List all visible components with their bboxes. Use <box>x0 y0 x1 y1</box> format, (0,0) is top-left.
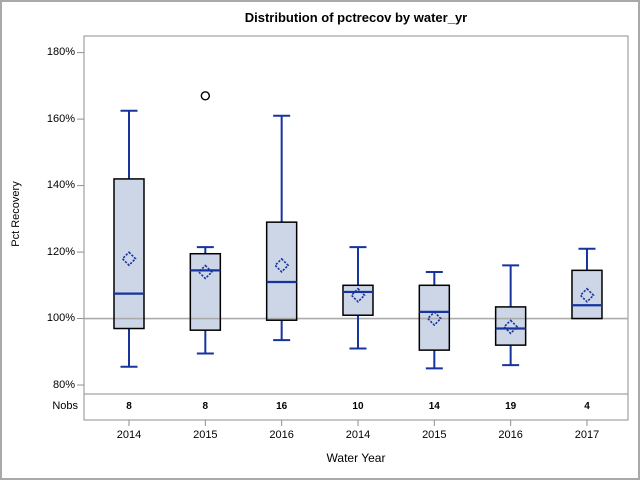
y-tick-label: 100% <box>46 312 75 325</box>
y-tick-label: 140% <box>46 179 75 192</box>
box-fill <box>419 285 450 351</box>
box-fill <box>342 285 373 316</box>
mean-diamond <box>274 257 290 273</box>
y-tick-label: 120% <box>46 245 75 258</box>
box-outline <box>342 284 374 316</box>
nobs-value: 19 <box>505 401 517 412</box>
box-fill <box>114 178 144 329</box>
nobs-value: 16 <box>276 401 288 412</box>
y-tick-label: 180% <box>46 46 75 59</box>
x-axis-title: Water Year <box>326 451 386 465</box>
nobs-value: 8 <box>126 401 132 412</box>
x-category-label: 2014 <box>345 429 371 441</box>
nobs-row-label: Nobs <box>52 400 78 412</box>
box-fill <box>495 306 526 346</box>
y-tick-label: 80% <box>52 378 75 391</box>
box-outline <box>571 269 603 320</box>
nobs-value: 8 <box>202 401 209 412</box>
box-outline <box>494 306 527 346</box>
x-category-label: 2015 <box>422 429 447 441</box>
y-tick-label: 160% <box>46 112 75 125</box>
box-outline <box>265 221 298 321</box>
nobs-value: 10 <box>352 401 364 412</box>
mean-diamond <box>197 264 213 280</box>
plot-frame <box>83 35 629 395</box>
x-category-label: 2017 <box>574 429 600 441</box>
box-outline <box>418 284 451 351</box>
mean-diamond <box>426 310 442 327</box>
x-category-label: 2016 <box>498 429 523 441</box>
nobs-value: 14 <box>428 401 440 412</box>
chart-title: Distribution of pctrecov by water_yr <box>244 10 468 25</box>
outlier-point <box>200 91 211 101</box>
mean-diamond <box>579 287 595 303</box>
mean-diamond <box>121 251 137 267</box>
box-outline <box>113 178 145 330</box>
x-category-label: 2016 <box>269 429 294 441</box>
box-outline <box>189 252 222 331</box>
x-category-label: 2014 <box>116 429 142 441</box>
nobs-row-frame <box>83 393 629 421</box>
box-fill <box>571 270 602 319</box>
mean-diamond <box>350 287 366 303</box>
nobs-value: 4 <box>584 401 590 412</box>
mean-diamond <box>503 319 519 335</box>
x-category-label: 2015 <box>193 429 218 441</box>
